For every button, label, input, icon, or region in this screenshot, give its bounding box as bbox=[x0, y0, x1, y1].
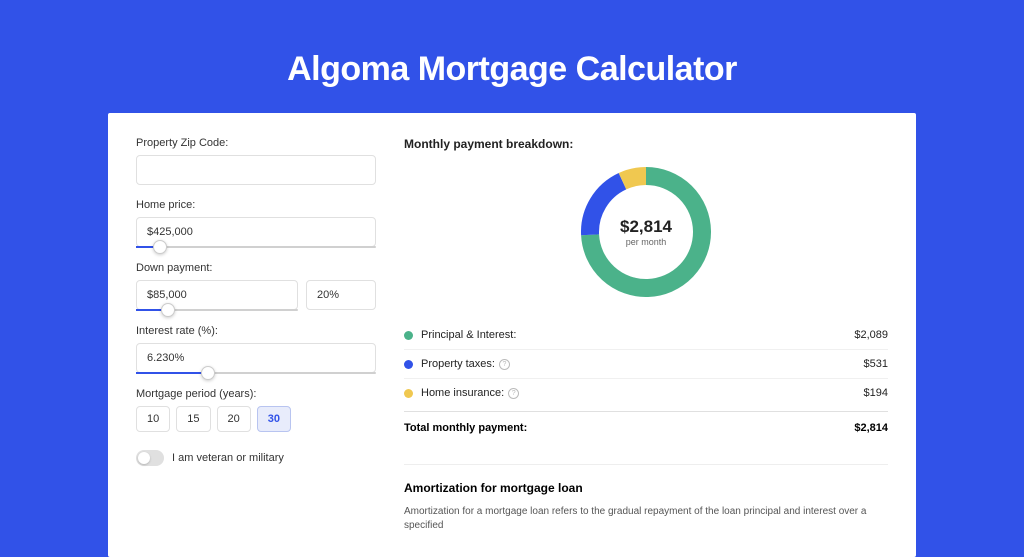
zip-label: Property Zip Code: bbox=[136, 137, 376, 149]
payment-donut-chart: $2,814 per month bbox=[581, 167, 711, 297]
amort-title: Amortization for mortgage loan bbox=[404, 481, 888, 495]
period-options: 1015 2030 bbox=[136, 406, 376, 432]
info-icon[interactable]: ? bbox=[508, 388, 519, 399]
period-label: Mortgage period (years): bbox=[136, 388, 376, 400]
legend-value: $2,089 bbox=[854, 329, 888, 341]
down-payment-slider[interactable] bbox=[136, 309, 298, 311]
breakdown-panel: Monthly payment breakdown: $2,814 per mo… bbox=[404, 137, 888, 533]
info-icon[interactable]: ? bbox=[499, 359, 510, 370]
donut-sub: per month bbox=[620, 237, 672, 247]
home-price-input[interactable] bbox=[136, 217, 376, 247]
donut-amount: $2,814 bbox=[620, 217, 672, 237]
down-payment-amount-input[interactable] bbox=[136, 280, 298, 310]
down-payment-label: Down payment: bbox=[136, 262, 376, 274]
legend-row: Principal & Interest:$2,089 bbox=[404, 321, 888, 350]
interest-input[interactable] bbox=[136, 343, 376, 373]
legend-value: $194 bbox=[864, 387, 888, 399]
total-label: Total monthly payment: bbox=[404, 422, 854, 434]
zip-input[interactable] bbox=[136, 155, 376, 185]
interest-label: Interest rate (%): bbox=[136, 325, 376, 337]
calculator-card: Property Zip Code: Home price: Down paym… bbox=[108, 113, 916, 557]
down-payment-percent-input[interactable] bbox=[306, 280, 376, 310]
page-title: Algoma Mortgage Calculator bbox=[108, 50, 916, 89]
legend-dot-icon bbox=[404, 360, 413, 369]
legend-label: Principal & Interest: bbox=[421, 329, 854, 341]
veteran-toggle[interactable] bbox=[136, 450, 164, 466]
interest-slider[interactable] bbox=[136, 372, 376, 374]
period-option-30[interactable]: 30 bbox=[257, 406, 291, 432]
legend-label: Home insurance:? bbox=[421, 387, 864, 399]
home-price-slider[interactable] bbox=[136, 246, 376, 248]
period-option-10[interactable]: 10 bbox=[136, 406, 170, 432]
period-option-15[interactable]: 15 bbox=[176, 406, 210, 432]
amort-text: Amortization for a mortgage loan refers … bbox=[404, 505, 888, 533]
breakdown-title: Monthly payment breakdown: bbox=[404, 137, 888, 151]
total-value: $2,814 bbox=[854, 422, 888, 434]
legend-dot-icon bbox=[404, 389, 413, 398]
form-panel: Property Zip Code: Home price: Down paym… bbox=[136, 137, 376, 533]
legend-dot-icon bbox=[404, 331, 413, 340]
legend-row: Property taxes:?$531 bbox=[404, 350, 888, 379]
home-price-label: Home price: bbox=[136, 199, 376, 211]
legend-value: $531 bbox=[864, 358, 888, 370]
legend-label: Property taxes:? bbox=[421, 358, 864, 370]
veteran-label: I am veteran or military bbox=[172, 452, 284, 464]
legend-row: Home insurance:?$194 bbox=[404, 379, 888, 407]
period-option-20[interactable]: 20 bbox=[217, 406, 251, 432]
